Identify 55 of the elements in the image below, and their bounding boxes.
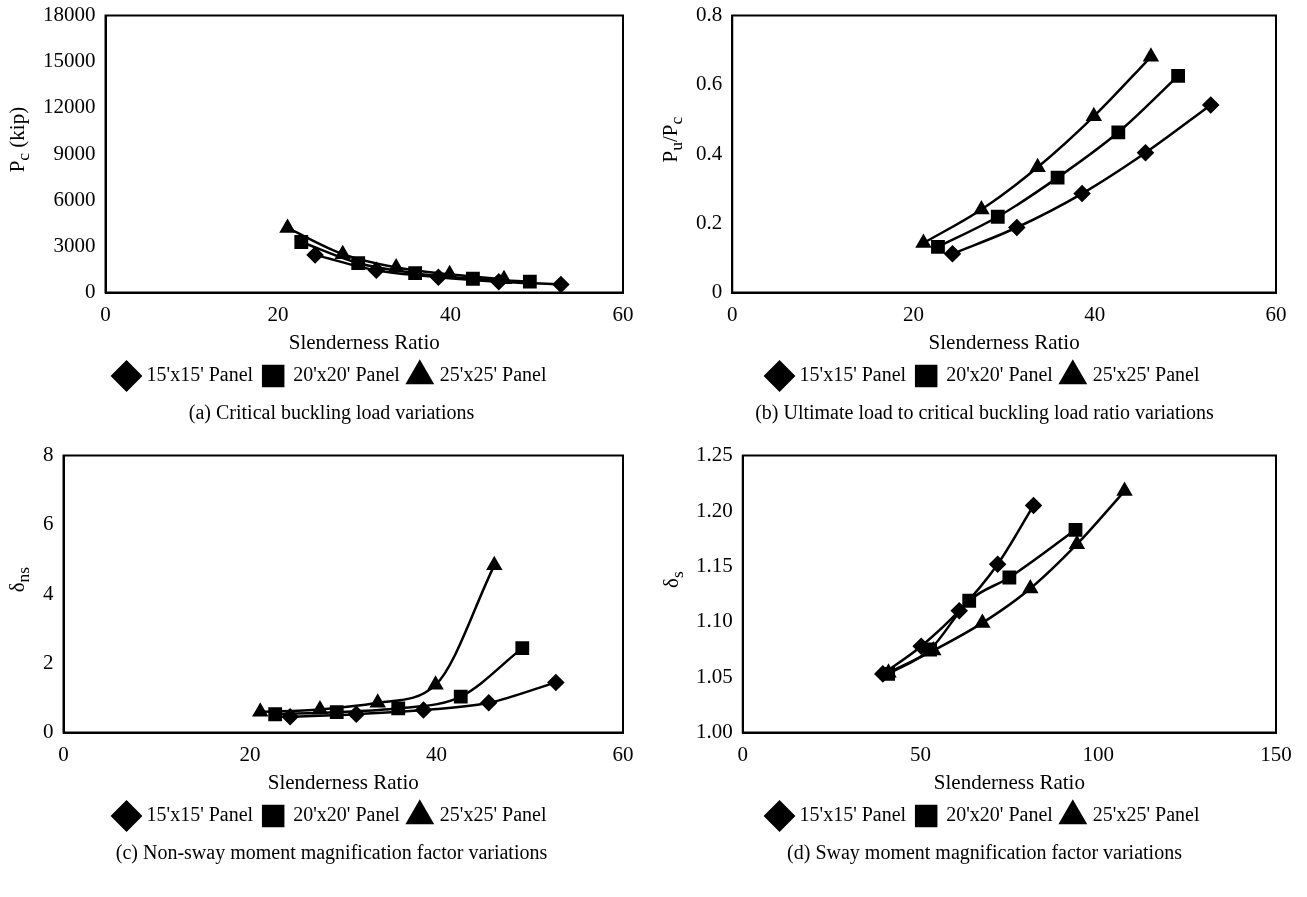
x-tick-label: 100 bbox=[1082, 741, 1114, 766]
y-tick-label: 6000 bbox=[53, 186, 96, 211]
y-tick-label: 0 bbox=[85, 279, 96, 304]
x-axis-title: Slenderness Ratio bbox=[288, 329, 440, 354]
x-tick-label: 150 bbox=[1260, 741, 1292, 766]
y-tick-label: 6 bbox=[43, 511, 54, 536]
y-tick-label: 1.20 bbox=[696, 497, 733, 522]
legend-label: 25'x25' Panel bbox=[439, 363, 547, 386]
y-tick-label: 0 bbox=[43, 719, 54, 744]
legend-label: 25'x25' Panel bbox=[1092, 363, 1200, 386]
legend-label: 15'x15' Panel bbox=[146, 803, 254, 826]
y-tick-label: 0.4 bbox=[696, 140, 723, 165]
x-axis-title: Slenderness Ratio bbox=[267, 769, 419, 794]
x-axis-title: Slenderness Ratio bbox=[928, 329, 1080, 354]
y-tick-label: 1.15 bbox=[696, 552, 733, 577]
y-tick-label: 4 bbox=[43, 580, 54, 605]
y-tick-label: 15000 bbox=[43, 48, 96, 73]
y-tick-label: 0.8 bbox=[696, 2, 723, 27]
y-tick-label: 3000 bbox=[53, 232, 96, 257]
y-tick-label: 0.2 bbox=[696, 209, 723, 234]
x-tick-label: 20 bbox=[239, 741, 261, 766]
text: (c) Non-sway moment magnification factor variations bbox=[115, 841, 548, 865]
text: (a) Critical buckling load variations bbox=[188, 401, 475, 425]
y-tick-label: 1.10 bbox=[696, 608, 733, 633]
x-tick-label: 20 bbox=[903, 301, 924, 326]
legend-label: 25'x25' Panel bbox=[439, 803, 547, 826]
y-tick-label: 1.00 bbox=[696, 719, 733, 744]
y-tick-label: 12000 bbox=[43, 94, 96, 119]
text: (b) Ultimate load to critical buckling load ratio variations bbox=[755, 401, 1215, 425]
y-tick-label: 8 bbox=[43, 442, 54, 467]
y-tick-label: 0 bbox=[711, 279, 723, 304]
legend-label: 25'x25' Panel bbox=[1092, 803, 1200, 826]
legend-label: 15'x15' Panel bbox=[799, 363, 907, 386]
x-tick-label: 20 bbox=[267, 301, 289, 326]
y-tick-label: 2 bbox=[43, 649, 54, 674]
legend-label: 20'x20' Panel bbox=[946, 803, 1054, 826]
legend-label: 15'x15' Panel bbox=[146, 363, 254, 386]
x-tick-label: 50 bbox=[910, 741, 931, 766]
y-tick-label: 1.25 bbox=[696, 442, 733, 467]
x-tick-label: 40 bbox=[1084, 301, 1106, 326]
x-tick-label: 60 bbox=[612, 301, 634, 326]
y-tick-label: 1.05 bbox=[696, 663, 733, 688]
y-tick-label: 0.6 bbox=[696, 71, 723, 96]
legend-label: 20'x20' Panel bbox=[293, 363, 401, 386]
y-tick-label: 9000 bbox=[53, 140, 96, 165]
legend-label: 15'x15' Panel bbox=[799, 803, 907, 826]
x-tick-label: 40 bbox=[440, 301, 461, 326]
x-tick-label: 40 bbox=[426, 741, 447, 766]
x-axis-title: Slenderness Ratio bbox=[933, 769, 1085, 794]
x-tick-label: 60 bbox=[1265, 301, 1287, 326]
text: (d) Sway moment magnification factor variations bbox=[787, 841, 1183, 865]
x-tick-label: 60 bbox=[612, 741, 634, 766]
legend-label: 20'x20' Panel bbox=[293, 803, 401, 826]
legend-label: 20'x20' Panel bbox=[946, 363, 1054, 386]
y-tick-label: 18000 bbox=[43, 2, 96, 27]
